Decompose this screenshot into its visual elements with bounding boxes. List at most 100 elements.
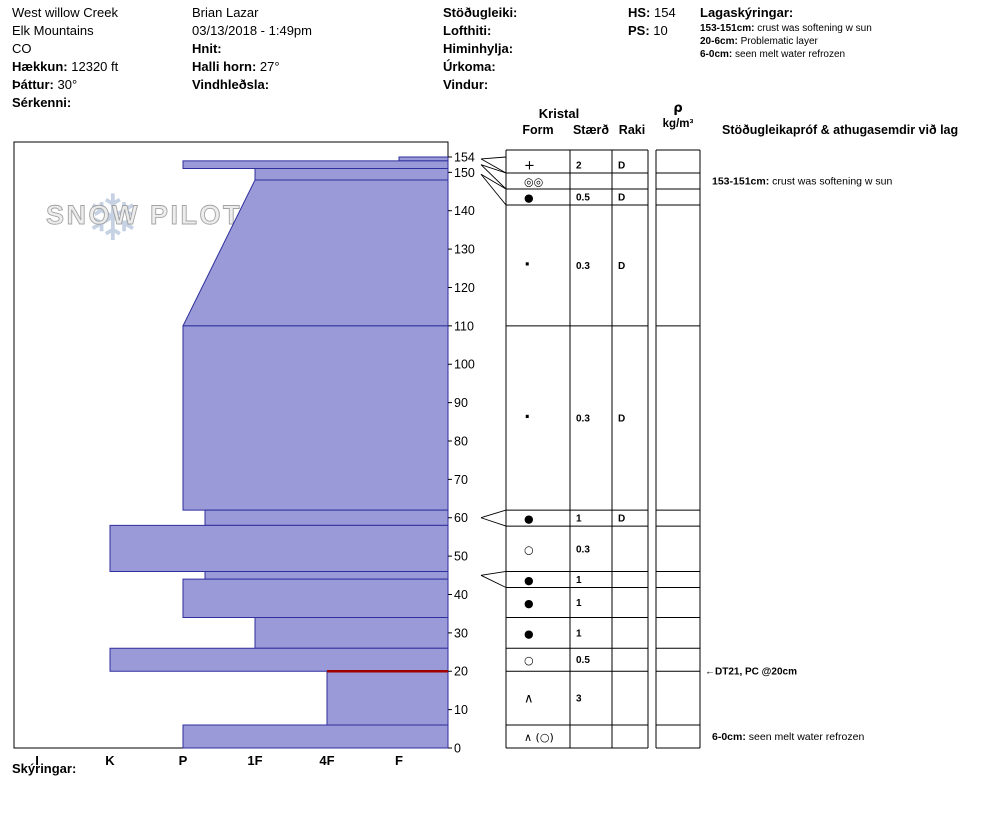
ps-total: PS: 10	[628, 22, 676, 40]
grain-size-value: 0.3	[576, 544, 590, 555]
hardness-label-F: F	[395, 753, 403, 768]
layer-leader-line	[480, 509, 507, 519]
grain-form-symbol: ●	[524, 597, 534, 610]
depth-label-140: 140	[454, 204, 475, 218]
grain-form-symbol: ·	[524, 255, 530, 275]
hardness-label-1F: 1F	[247, 753, 262, 768]
grain-size-value: 0.5	[576, 655, 590, 666]
wind-label: Vindur:	[443, 77, 489, 92]
layer-leader-line	[480, 571, 507, 576]
hs-value: 154	[654, 5, 676, 20]
slope-label: Halli horn:	[192, 59, 257, 74]
layer-leader-line	[480, 158, 507, 174]
layer-bar-44-34cm	[182, 578, 449, 619]
site-info: West willow Creek Elk Mountains CO Hækku…	[12, 4, 118, 112]
depth-label-70: 70	[454, 473, 468, 487]
moisture-value: D	[618, 413, 625, 424]
site-range: Elk Mountains	[12, 23, 94, 38]
grain-size-value: 3	[576, 694, 582, 705]
grain-size-value: 1	[576, 598, 582, 609]
grain-size-value: 1	[576, 514, 582, 525]
slope-angle: Halli horn: 27°	[192, 58, 312, 76]
site-state: CO	[12, 41, 32, 56]
grain-size-value: 0.3	[576, 413, 590, 424]
moisture-header: Raki	[619, 123, 645, 137]
layer-note-range: 20-6cm:	[700, 36, 738, 47]
layer-leader-line	[480, 164, 507, 190]
windloading-label: Vindhleðsla:	[192, 77, 270, 92]
depth-label-110: 110	[454, 319, 474, 333]
density-header-rho: ρ	[673, 101, 682, 116]
depth-label-50: 50	[454, 550, 468, 564]
snowflake-logo-icon: ❄	[86, 182, 140, 256]
hs-total: HS: 154	[628, 4, 676, 22]
coords-label: Hnit:	[192, 41, 222, 56]
legend-label: Skýringar:	[12, 761, 77, 776]
sky-label: Himinhylja:	[443, 41, 514, 56]
depth-label-154: 154	[454, 151, 475, 165]
observation-datetime: 03/13/2018 - 1:49pm	[192, 23, 312, 38]
hardness-label-K: K	[105, 753, 115, 768]
grain-form-symbol: ·	[524, 407, 530, 427]
aspect-label: Þáttur:	[12, 77, 54, 92]
grain-form-symbol: +	[524, 159, 535, 174]
layer-bar-6-0cm	[182, 724, 449, 749]
layer-bar-34-26cm	[254, 617, 449, 649]
snowpilot-logo-text: SNOW PILOT	[46, 200, 242, 230]
test-result-comment: ←DT21, PC @20cm	[705, 667, 797, 678]
elevation-label: Hækkun:	[12, 59, 68, 74]
stability-comments-header: Stöðugleikapróf & athugasemdir við lag	[722, 123, 958, 137]
depth-label-40: 40	[454, 588, 468, 602]
layer-note-text: Problematic layer	[740, 36, 818, 47]
grain-size-value: 0.3	[576, 261, 590, 272]
form-header: Form	[522, 123, 553, 137]
depth-label-0: 0	[454, 742, 461, 756]
layer-leader-line	[480, 173, 507, 206]
layer-comment: 6-0cm: seen melt water refrozen	[712, 731, 864, 743]
layer-note-range: 6-0cm:	[700, 49, 733, 60]
grain-size-value: 2	[576, 161, 582, 172]
precip-label: Úrkoma:	[443, 59, 496, 74]
grain-form-symbol: ●	[524, 513, 534, 526]
layer-leader-line	[480, 173, 507, 190]
elevation-value: 12320 ft	[71, 59, 119, 74]
depth-label-130: 130	[454, 243, 475, 257]
layer-note-text: crust was softening w sun	[757, 23, 872, 34]
special-label: Sérkenni:	[12, 95, 72, 110]
depth-label-120: 120	[454, 281, 475, 295]
density-header-units: kg/m³	[663, 118, 694, 130]
depth-label-60: 60	[454, 511, 468, 525]
grain-form-symbol: ●	[524, 192, 534, 205]
grain-form-symbol: ●	[524, 627, 534, 640]
grain-size-value: 0.5	[576, 193, 590, 204]
weather-info: Stöðugleiki: Lofthiti: Himinhylja: Úrkom…	[443, 4, 517, 94]
grain-form-symbol: ∧ (○)	[524, 731, 554, 744]
layer-bar-26-20cm	[109, 647, 449, 672]
airtemp-label: Lofthiti:	[443, 23, 492, 38]
layer-bar-58-46cm	[109, 524, 449, 572]
site-name: West willow Creek	[12, 5, 118, 20]
depth-label-30: 30	[454, 626, 468, 640]
aspect-value: 30°	[57, 77, 78, 92]
layer-bar-62-58cm	[204, 509, 449, 526]
depth-label-80: 80	[454, 434, 468, 448]
layer-bar-154-153cm	[398, 156, 449, 162]
layer-notes-title: Lagaskýringar:	[700, 5, 794, 20]
layer-leader-line	[480, 517, 507, 527]
depth-label-10: 10	[454, 703, 468, 717]
depth-label-150: 150	[454, 166, 475, 180]
layer-bar-20-6cm	[326, 670, 449, 726]
layer-note-range: 153-151cm:	[700, 23, 755, 34]
grain-size-value: 1	[576, 628, 582, 639]
hardness-label-P: P	[179, 753, 188, 768]
layer-leader-line	[480, 164, 507, 174]
observer-name: Brian Lazar	[192, 5, 259, 20]
layer-leader-line	[480, 156, 507, 160]
grain-form-symbol: ●	[524, 574, 534, 587]
layer-note-text: seen melt water refrozen	[735, 49, 846, 60]
layer-bar-46-44cm	[204, 570, 449, 580]
depth-label-100: 100	[454, 358, 475, 372]
kristal-header: Kristal	[539, 106, 579, 121]
layer-leader-line	[480, 574, 507, 588]
